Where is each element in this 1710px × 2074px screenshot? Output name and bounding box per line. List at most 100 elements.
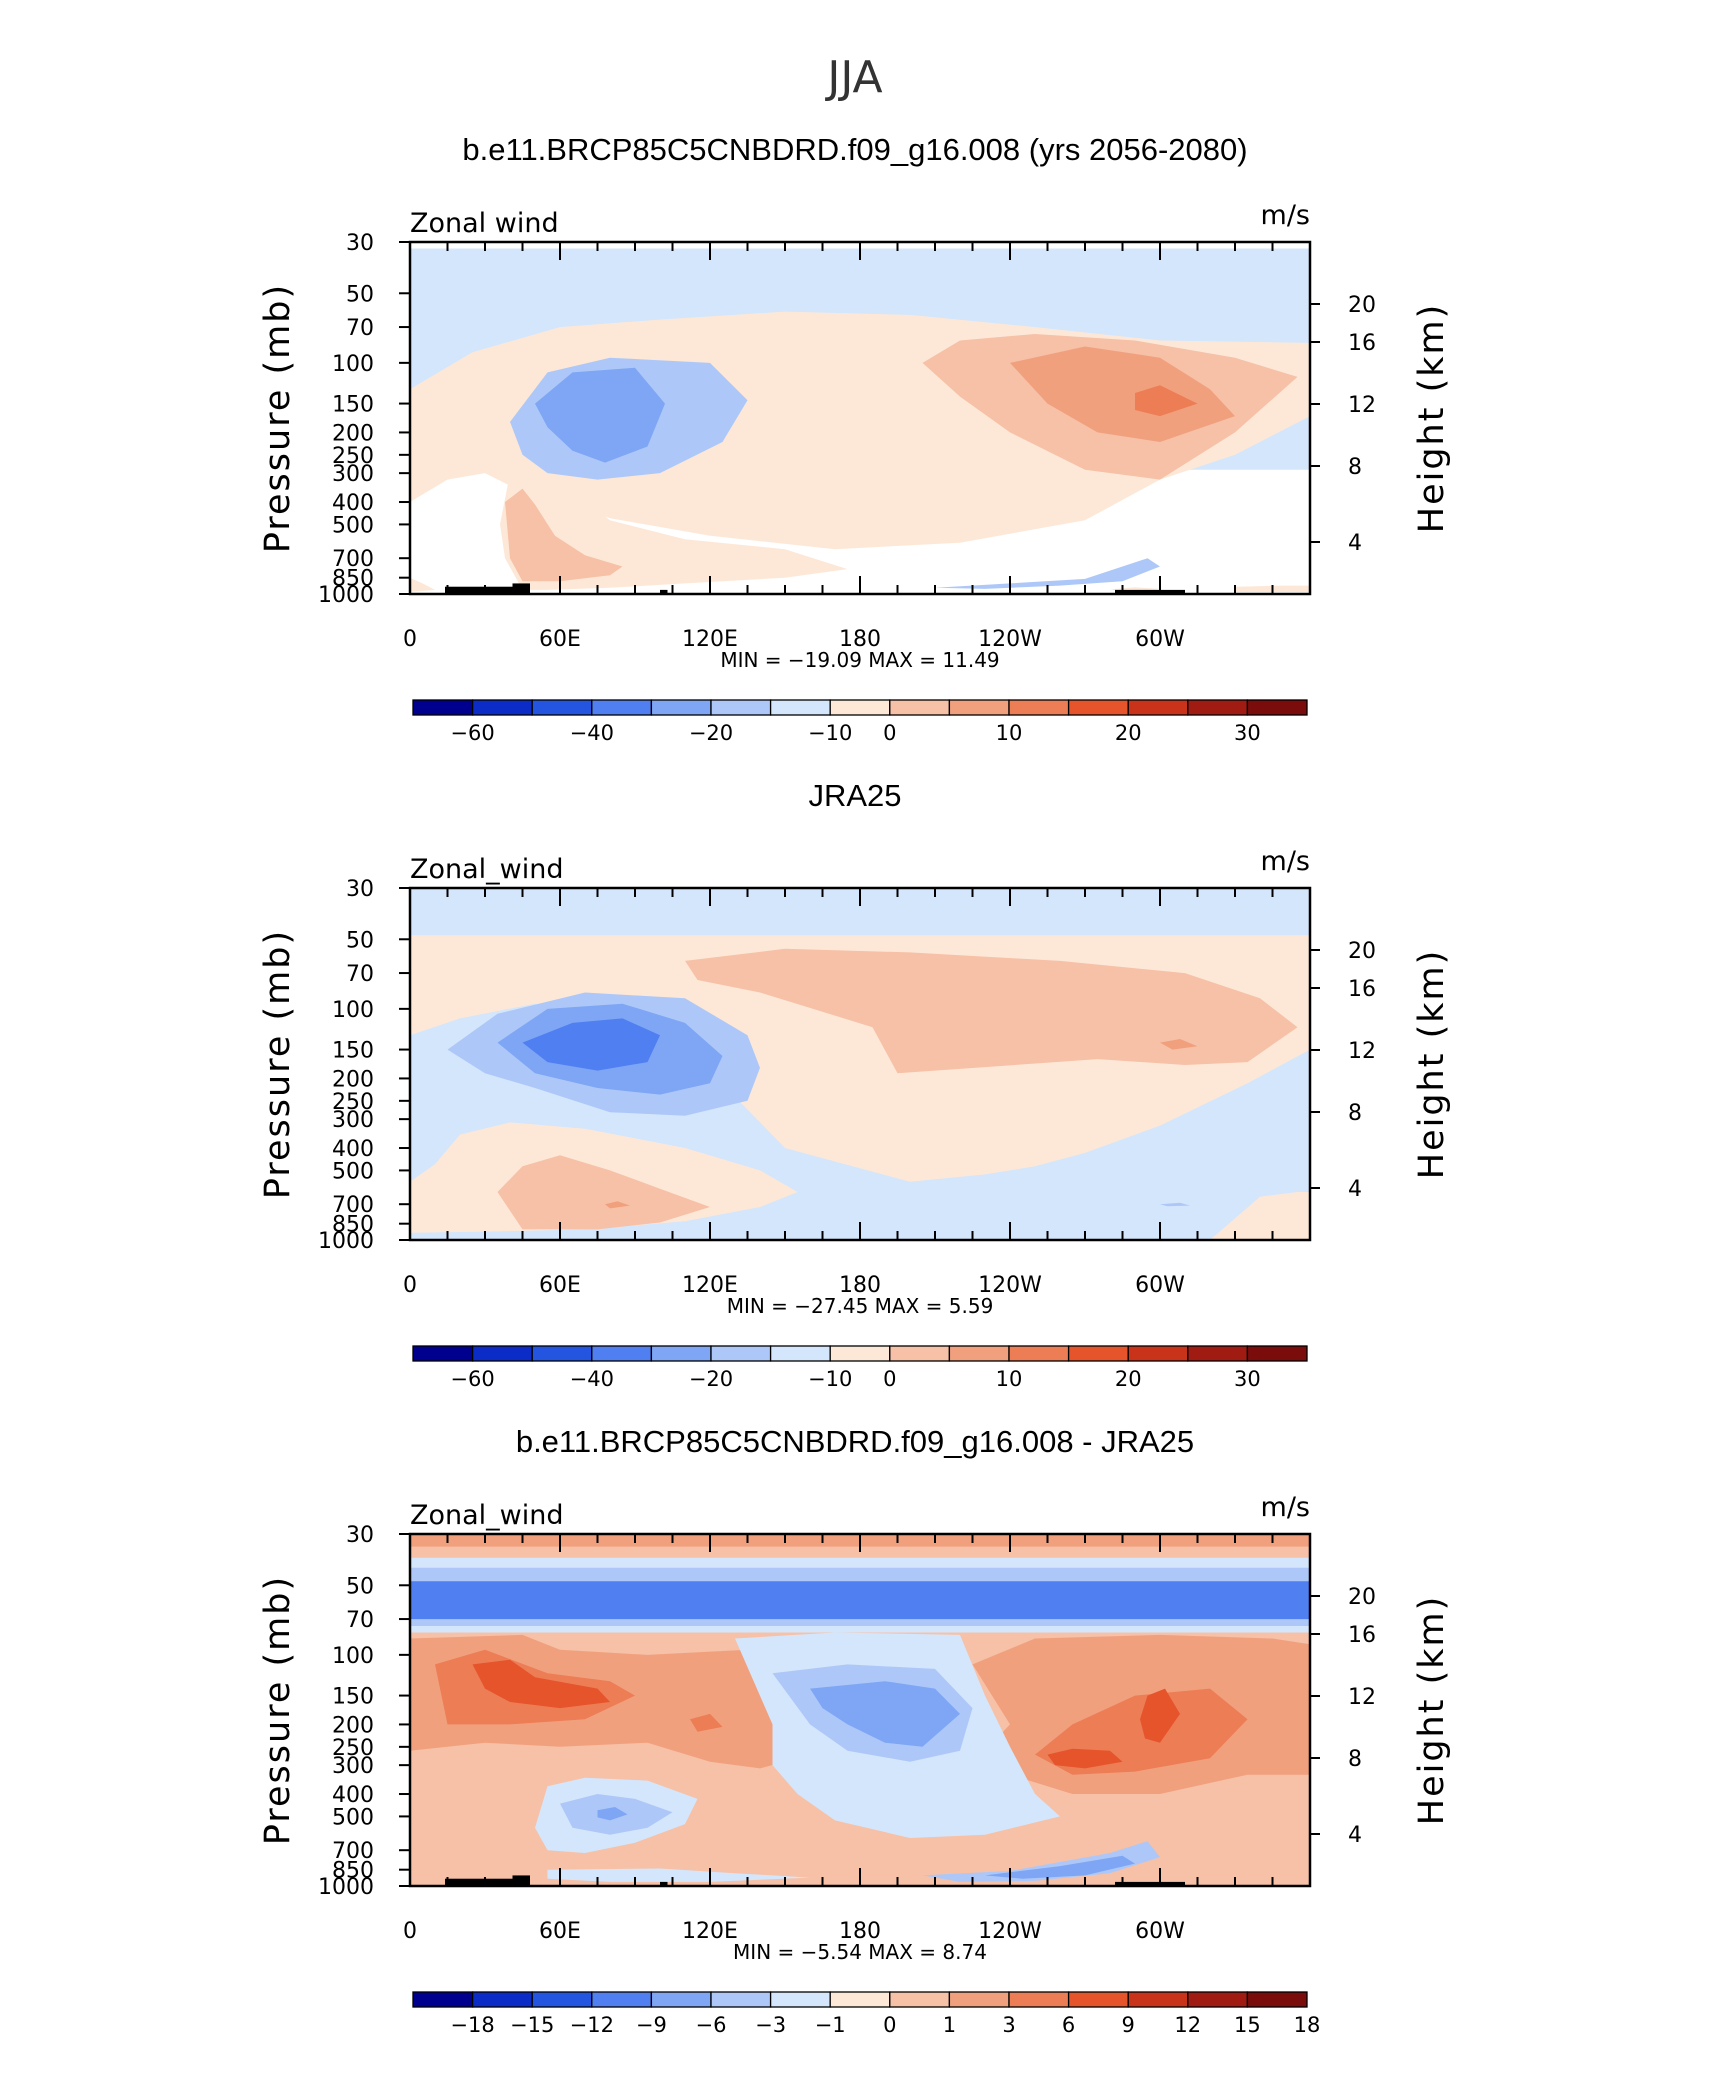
contour-region-22 — [547, 1868, 810, 1882]
colorbar-box — [531, 1345, 593, 1362]
panel-title: b.e11.BRCP85C5CNBDRD.f09_g16.008 - JRA25 — [516, 1424, 1194, 1459]
colorbar-box — [591, 1991, 653, 2008]
y-tick-label: 70 — [346, 962, 374, 987]
y-tick-label: 70 — [346, 316, 374, 341]
x-tick-label: 60E — [539, 1273, 581, 1298]
colorbar-box — [1246, 699, 1308, 716]
x-tick-label: 0 — [403, 1273, 417, 1298]
colorbar-box — [889, 1991, 951, 2008]
topography-block — [445, 1878, 520, 1886]
contour-field — [410, 888, 1310, 1240]
y-tick-label: 850 — [332, 1859, 374, 1884]
contour-region-4 — [1210, 1192, 1310, 1240]
colorbar-box — [531, 699, 593, 716]
colorbar-box — [1008, 1991, 1070, 2008]
height-tick-label: 12 — [1348, 1039, 1376, 1064]
panel-title: JRA25 — [808, 778, 901, 813]
y-tick-label: 30 — [346, 1523, 374, 1548]
y-axis-title: Pressure (mb) — [258, 1575, 298, 1845]
figure-title: JJA — [824, 52, 882, 103]
colorbar-label: −10 — [808, 721, 852, 745]
topography-block — [1115, 1881, 1185, 1886]
y-axis-title: Pressure (mb) — [258, 283, 298, 553]
y-tick-label: 200 — [332, 1067, 374, 1092]
contour-region-21 — [985, 1855, 1135, 1879]
y-tick-label: 100 — [332, 998, 374, 1023]
y-tick-label: 250 — [332, 1736, 374, 1761]
x-tick-label: 60W — [1135, 1919, 1185, 1944]
contour-field — [410, 1534, 1310, 1886]
colorbar-label: 0 — [883, 2013, 896, 2037]
y-tick-label: 150 — [332, 1039, 374, 1064]
y-tick-label: 150 — [332, 393, 374, 418]
x-tick-label: 180 — [839, 627, 881, 652]
x-tick-label: 120W — [978, 1273, 1042, 1298]
colorbar-label: −15 — [510, 2013, 554, 2037]
colorbar-box — [829, 1991, 891, 2008]
y-tick-label: 200 — [332, 421, 374, 446]
x-tick-label: 0 — [403, 627, 417, 652]
contour-region-13 — [935, 558, 1160, 589]
colorbar-label: 3 — [1002, 2013, 1015, 2037]
colorbar-box — [769, 1345, 831, 1362]
colorbar-box — [1008, 1345, 1070, 1362]
topography-block — [512, 1875, 530, 1886]
contour-region-13 — [1047, 1748, 1123, 1769]
panel-1: b.e11.BRCP85C5CNBDRD.f09_g16.008 (yrs 20… — [258, 132, 1452, 745]
colorbar-box — [889, 699, 951, 716]
y-tick-label: 250 — [332, 444, 374, 469]
y-tick-label: 1000 — [318, 1875, 374, 1900]
colorbar-box — [1067, 1991, 1129, 2008]
colorbar-box — [948, 1345, 1010, 1362]
colorbar-box — [1187, 699, 1249, 716]
colorbar-box — [769, 1991, 831, 2008]
colorbar-box — [591, 699, 653, 716]
height-tick-label: 8 — [1348, 455, 1362, 480]
topography-block — [660, 1881, 668, 1886]
topography-block — [445, 586, 520, 594]
topography — [445, 1875, 1185, 1886]
height-tick-label: 12 — [1348, 1685, 1376, 1710]
contour-region-6 — [497, 1155, 710, 1230]
y-tick-label: 250 — [332, 1090, 374, 1115]
colorbar-label: 1 — [943, 2013, 956, 2037]
left-label: Zonal_wind — [410, 854, 564, 885]
colorbar-label: 20 — [1115, 1367, 1142, 1391]
x-tick-label: 120E — [682, 1919, 738, 1944]
y-tick-label: 700 — [332, 1839, 374, 1864]
contour-field — [410, 248, 1310, 592]
y-tick-label: 300 — [332, 1108, 374, 1133]
colorbar-box — [948, 1991, 1010, 2008]
y-tick-label: 300 — [332, 1754, 374, 1779]
x-tick-label: 120W — [978, 1919, 1042, 1944]
left-label: Zonal wind — [410, 208, 559, 239]
colorbar-label: 15 — [1234, 2013, 1261, 2037]
topography — [445, 583, 1185, 594]
contour-region-9 — [690, 1713, 723, 1732]
colorbar: −60 −40 −20 −10 0 10 20 30 — [412, 1345, 1308, 1391]
contour-region-11 — [522, 1018, 660, 1071]
colorbar-label: −1 — [815, 2013, 846, 2037]
colorbar-label: 18 — [1294, 2013, 1321, 2037]
colorbar-label: 10 — [996, 721, 1023, 745]
min-max-stats: MIN = −19.09 MAX = 11.49 — [720, 648, 999, 672]
colorbar-label: 0 — [883, 721, 896, 745]
height-tick-label: 16 — [1348, 1623, 1376, 1648]
contour-region-8 — [472, 1659, 610, 1709]
x-tick-label: 0 — [403, 1919, 417, 1944]
colorbar-label: 20 — [1115, 721, 1142, 745]
colorbar-box — [1187, 1991, 1249, 2008]
height-tick-label: 20 — [1348, 1585, 1376, 1610]
y-tick-label: 30 — [346, 231, 374, 256]
y-tick-label: 400 — [332, 491, 374, 516]
y-tick-label: 500 — [332, 513, 374, 538]
y-tick-label: 100 — [332, 352, 374, 377]
colorbar-box — [1127, 699, 1189, 716]
height-tick-label: 20 — [1348, 939, 1376, 964]
y-tick-label: 100 — [332, 1644, 374, 1669]
y-tick-label: 50 — [346, 282, 374, 307]
x-tick-label: 180 — [839, 1273, 881, 1298]
height-tick-label: 8 — [1348, 1101, 1362, 1126]
y-axis-title-right: Height (km) — [1412, 1595, 1452, 1826]
